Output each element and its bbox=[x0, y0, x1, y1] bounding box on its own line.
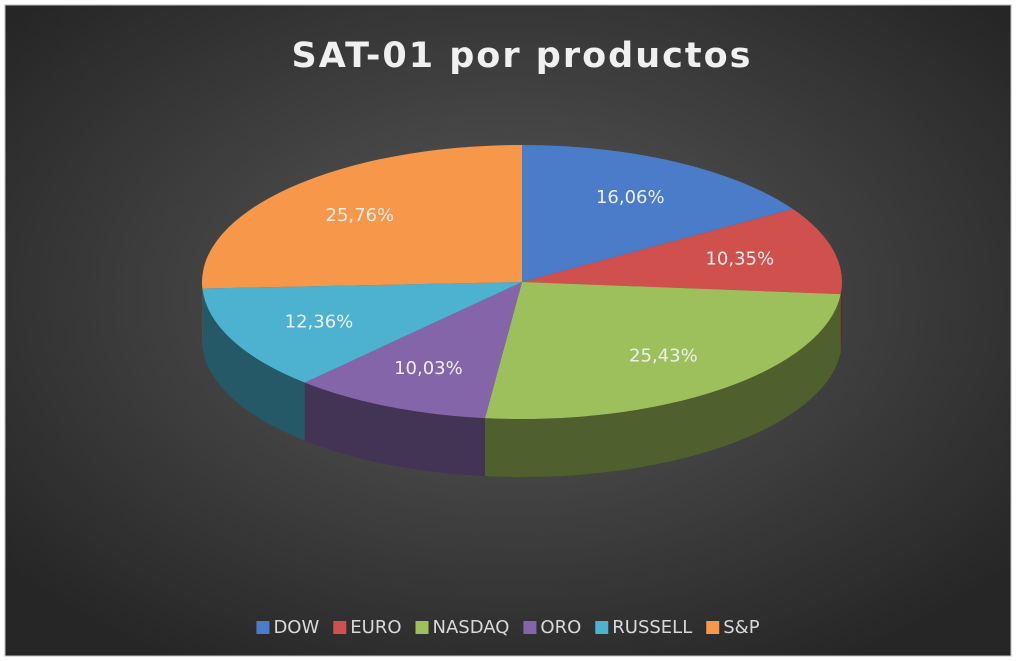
legend-label: NASDAQ bbox=[433, 617, 510, 638]
legend-swatch bbox=[333, 621, 347, 634]
legend-label: RUSSELL bbox=[612, 617, 692, 638]
data-label: 25,43% bbox=[629, 345, 698, 366]
pie-slice bbox=[201, 145, 522, 289]
pie-slice bbox=[202, 282, 522, 383]
pie-slice bbox=[304, 282, 522, 419]
pie-slice-side bbox=[484, 294, 841, 477]
data-label: 10,03% bbox=[394, 358, 463, 379]
pie-slice-side bbox=[202, 288, 305, 441]
pie-slice bbox=[522, 145, 793, 282]
legend-swatch bbox=[523, 621, 537, 634]
legend-label: ORO bbox=[540, 617, 581, 638]
data-label: 25,76% bbox=[326, 205, 395, 226]
legend-label: EURO bbox=[350, 617, 401, 638]
data-label: 12,36% bbox=[285, 312, 354, 333]
legend-label: S&P bbox=[723, 617, 759, 638]
legend-swatch bbox=[415, 621, 429, 634]
legend-swatch bbox=[706, 621, 720, 634]
pie-slice bbox=[522, 209, 842, 295]
pie-slice bbox=[484, 282, 841, 419]
pie-slice-side bbox=[840, 282, 843, 353]
data-label: 16,06% bbox=[596, 187, 665, 208]
data-label: 10,35% bbox=[705, 249, 774, 270]
chart-title: SAT-01 por productos bbox=[292, 36, 753, 76]
pie-slice-side bbox=[304, 382, 485, 477]
legend: DOW EURO NASDAQ ORO RUSSELL S&P bbox=[256, 617, 760, 638]
legend-swatch bbox=[595, 621, 609, 634]
legend-label: DOW bbox=[273, 617, 319, 638]
legend-swatch bbox=[256, 621, 270, 634]
